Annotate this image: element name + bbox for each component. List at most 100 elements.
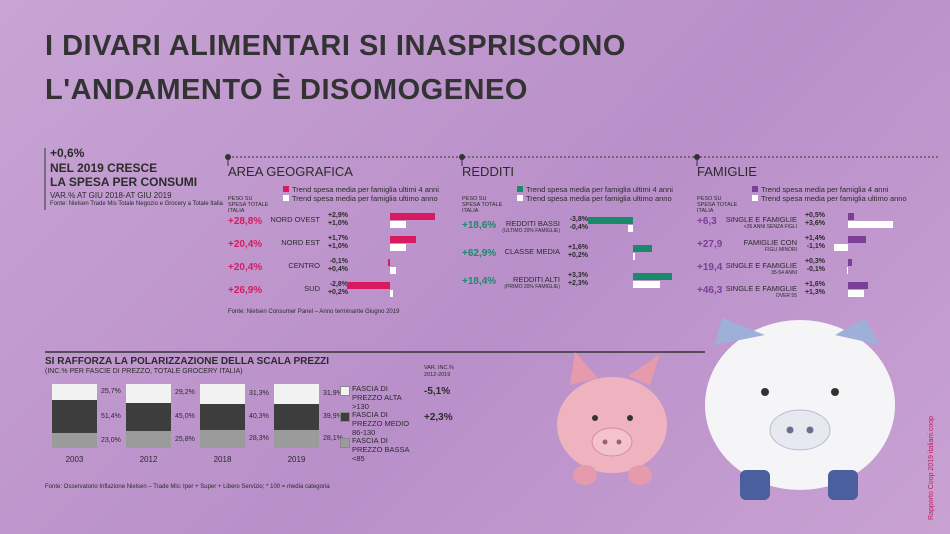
bar [633, 273, 673, 280]
weight: +62,9% [462, 248, 497, 259]
weight-title: PESO SU SPESA TOTALE ITALIA [228, 196, 269, 214]
bar [848, 213, 855, 220]
weight: +6,3 [697, 216, 717, 227]
bar [848, 259, 852, 266]
value-label: +1,0% [327, 220, 348, 227]
value-label: 40,3% [249, 412, 269, 420]
value-label: 28,3% [249, 434, 269, 442]
value-label: +0,5% [804, 212, 825, 219]
value-label: -2,8% [329, 281, 348, 288]
legend-swatch [340, 438, 350, 448]
bar [633, 245, 652, 252]
category-label: SINGLE E FAMIGLIE [725, 261, 797, 270]
bar [390, 244, 406, 251]
category-label: NORD OVEST [270, 215, 320, 224]
credit: Rapporto Coop 2019 italiani.coop [928, 416, 935, 520]
legend-swatch [340, 386, 350, 396]
value-label: +1,3% [804, 289, 825, 296]
value-label: -3,8% [569, 216, 588, 223]
legend-label: Trend spesa media per famiglia 4 anni [761, 185, 889, 194]
title: L'ANDAMENTO È DISOMOGENEO [45, 74, 528, 106]
legend-label: Trend spesa media per famiglia ultimo an… [526, 194, 672, 203]
bar-segment [274, 384, 319, 405]
category-sublabel: 35-54 ANNI [771, 270, 797, 276]
legend-label: Trend spesa media per famiglia ultimo an… [292, 194, 438, 203]
value-label: +1,0% [327, 243, 348, 250]
value-label: 31,9% [323, 390, 343, 398]
bar [588, 217, 633, 224]
legend-label: Trend spesa media per famiglia ultimo an… [761, 194, 907, 203]
summary-line: NEL 2019 CRESCE [50, 161, 158, 175]
category-label: REDDITI BASSI [505, 219, 560, 228]
weight: +20,4% [228, 262, 263, 273]
category-sublabel: (ULTIMO 20% FAMIGLIE) [502, 228, 560, 234]
bar-segment [200, 384, 245, 405]
summary-source: Fonte: Nielsen Trade Mis Totale Negozio … [50, 201, 223, 207]
weight: +46,3 [697, 285, 723, 296]
category-sublabel: <35 ANNI SENZA FIGLI [743, 224, 797, 230]
value-label: 25,8% [175, 435, 195, 443]
weight: +28,8% [228, 216, 263, 227]
category-sublabel: (PRIMO 20% FAMIGLIE) [504, 284, 560, 290]
section-title: SI RAFFORZA LA POLARIZZAZIONE DELLA SCAL… [45, 356, 330, 367]
summary-note: VAR.% AT GIU 2018-AT GIU 2019 [50, 191, 172, 200]
weight: +18,6% [462, 220, 497, 231]
category-sublabel: OVER 55 [775, 293, 797, 299]
legend-label: FASCIA DI PREZZO ALTA >130 [352, 384, 402, 411]
value-label: -1,1% [806, 243, 825, 250]
bar-segment [52, 433, 97, 448]
bar-segment [126, 402, 171, 432]
bar [848, 290, 865, 297]
bar [848, 282, 868, 289]
white-pig [705, 318, 895, 500]
value-label: 45,0% [175, 413, 195, 421]
weight: +20,4% [228, 239, 263, 250]
category-label: FAMIGLIE CON [743, 238, 797, 247]
bar [390, 290, 394, 297]
legend-swatch [283, 195, 289, 201]
category-label: REDDITI ALTI [513, 275, 560, 284]
value-label: 29,2% [175, 389, 195, 397]
section-title: FAMIGLIE [697, 164, 757, 179]
bar [834, 244, 848, 251]
bar [390, 213, 435, 220]
x-tick-label: 2003 [65, 455, 84, 464]
section-title: AREA GEOGRAFICA [228, 164, 353, 179]
bar [633, 281, 661, 288]
value-label: +3,3% [567, 272, 588, 279]
value-label: -0,4% [569, 224, 588, 231]
bar [390, 221, 406, 228]
bar [848, 236, 866, 243]
legend-label: Trend spesa media per famiglia ultimi 4 … [526, 185, 673, 194]
value-label: 31,3% [249, 390, 269, 398]
value-label: -0,1% [329, 258, 348, 265]
legend-swatch [340, 412, 350, 422]
bar-segment [274, 429, 319, 448]
bar-segment [52, 384, 97, 401]
weight: +26,9% [228, 285, 263, 296]
category-sublabel: FIGLI MINORI [765, 247, 797, 253]
legend-label: Trend spesa media per famiglia ultimi 4 … [292, 185, 439, 194]
value-label: +0,2% [327, 289, 348, 296]
category-label: CLASSE MEDIA [504, 247, 560, 256]
legend-swatch [517, 186, 523, 192]
value-label: +0,4% [327, 266, 348, 273]
bar-segment [200, 404, 245, 430]
category-label: CENTRO [288, 261, 320, 270]
bar-segment [126, 431, 171, 448]
weight-title: PESO SU SPESA TOTALE ITALIA [462, 196, 503, 214]
value-label: +2,3% [567, 280, 588, 287]
bar [848, 221, 893, 228]
weight: +19,4 [697, 262, 723, 273]
bar-segment [52, 400, 97, 434]
category-label: SINGLE E FAMIGLIE [725, 215, 797, 224]
legend-swatch [283, 186, 289, 192]
change-value: -5,1% [424, 386, 451, 397]
source: Fonte: Nielsen Consumer Panel – Anno ter… [228, 309, 400, 315]
category-label: SINGLE E FAMIGLIE [725, 284, 797, 293]
bar [390, 267, 397, 274]
value-label: 28,1% [323, 434, 343, 442]
summary-value: +0,6% [50, 146, 85, 160]
section-title: REDDITI [462, 164, 514, 179]
legend-label: FASCIA DI PREZZO BASSA <85 [352, 436, 410, 463]
